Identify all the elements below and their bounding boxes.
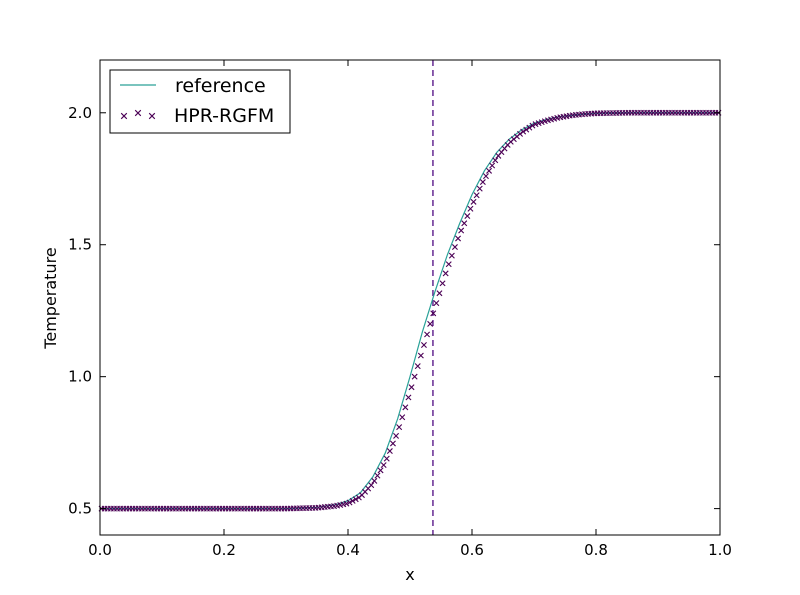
- x-tick-label: 0.8: [584, 541, 608, 559]
- hpr-marker: [430, 310, 437, 317]
- plot-content: [98, 60, 722, 535]
- hpr-marker: [467, 205, 474, 212]
- hpr-marker: [448, 252, 455, 259]
- hpr-marker: [455, 235, 462, 242]
- hpr-marker: [492, 157, 499, 164]
- hpr-marker: [399, 414, 406, 421]
- hpr-marker: [383, 455, 390, 462]
- x-tick-label: 0.2: [212, 541, 236, 559]
- hpr-marker: [439, 280, 446, 287]
- hpr-marker: [451, 244, 458, 251]
- y-tick-label: 1.5: [68, 236, 92, 254]
- hpr-marker: [377, 467, 384, 474]
- y-tick-label: 0.5: [68, 500, 92, 518]
- x-tick-label: 1.0: [708, 541, 732, 559]
- y-axis-label: Temperature: [41, 247, 60, 349]
- hpr-marker: [411, 373, 418, 380]
- hpr-marker: [436, 290, 443, 297]
- hpr-marker: [473, 192, 480, 199]
- x-axis-label: x: [405, 565, 414, 584]
- hpr-marker: [402, 404, 409, 411]
- x-tick-label: 0.4: [336, 541, 360, 559]
- hpr-marker: [445, 261, 452, 268]
- hpr-marker: [386, 448, 393, 455]
- hpr-marker: [420, 342, 427, 348]
- hpr-marker: [424, 331, 431, 338]
- x-tick-label: 0.6: [460, 541, 484, 559]
- y-tick-label: 1.0: [68, 368, 92, 386]
- legend-hpr-marker: [120, 112, 128, 120]
- hpr-marker: [464, 213, 471, 220]
- hpr-marker: [458, 227, 465, 234]
- legend-hpr-marker: [134, 109, 142, 117]
- y-tick-label: 2.0: [68, 104, 92, 122]
- hpr-marker: [380, 462, 387, 469]
- legend-hpr-marker: [148, 112, 156, 120]
- legend-hpr-markers: [120, 109, 156, 120]
- hpr-marker: [529, 122, 536, 129]
- hpr-marker: [405, 394, 412, 401]
- hpr-marker: [433, 300, 440, 307]
- hpr-marker: [526, 124, 533, 131]
- hpr-marker: [482, 173, 489, 180]
- hpr-marker: [470, 198, 477, 205]
- hpr-marker: [486, 167, 493, 174]
- hpr-marker: [343, 500, 350, 507]
- hpr-marker: [349, 497, 356, 504]
- plot-frame: [99, 59, 721, 536]
- hpr-marker: [427, 320, 434, 327]
- hpr-marker: [476, 185, 483, 192]
- hpr-marker: [368, 482, 375, 489]
- hpr-marker: [517, 130, 524, 137]
- hpr-marker: [520, 128, 527, 135]
- hpr-marker: [442, 270, 449, 277]
- hpr-marker: [414, 363, 421, 370]
- hpr-marker: [389, 440, 396, 447]
- series-reference-line: [100, 112, 720, 510]
- hpr-marker: [461, 220, 468, 227]
- hpr-marker: [396, 424, 403, 431]
- hpr-marker: [479, 179, 486, 186]
- hpr-marker: [346, 499, 353, 506]
- legend-reference-label: reference: [175, 75, 266, 97]
- hpr-marker: [371, 477, 378, 484]
- hpr-marker: [417, 352, 424, 359]
- hpr-marker: [352, 496, 359, 503]
- legend-box: [109, 69, 291, 134]
- series-hpr-markers: [98, 109, 722, 512]
- hpr-marker: [374, 472, 381, 479]
- legend-hpr-label: HPR-RGFM: [174, 105, 274, 127]
- hpr-marker: [393, 432, 400, 439]
- legend: reference HPR-RGFM: [109, 69, 291, 134]
- hpr-marker: [489, 162, 496, 169]
- axis-ticks: 0.0 0.2 0.4 0.6 0.8 1.0 0.5 1.0 1.5 2.0: [68, 60, 732, 559]
- x-tick-label: 0.0: [88, 541, 112, 559]
- hpr-marker: [523, 126, 530, 133]
- hpr-marker: [408, 384, 415, 391]
